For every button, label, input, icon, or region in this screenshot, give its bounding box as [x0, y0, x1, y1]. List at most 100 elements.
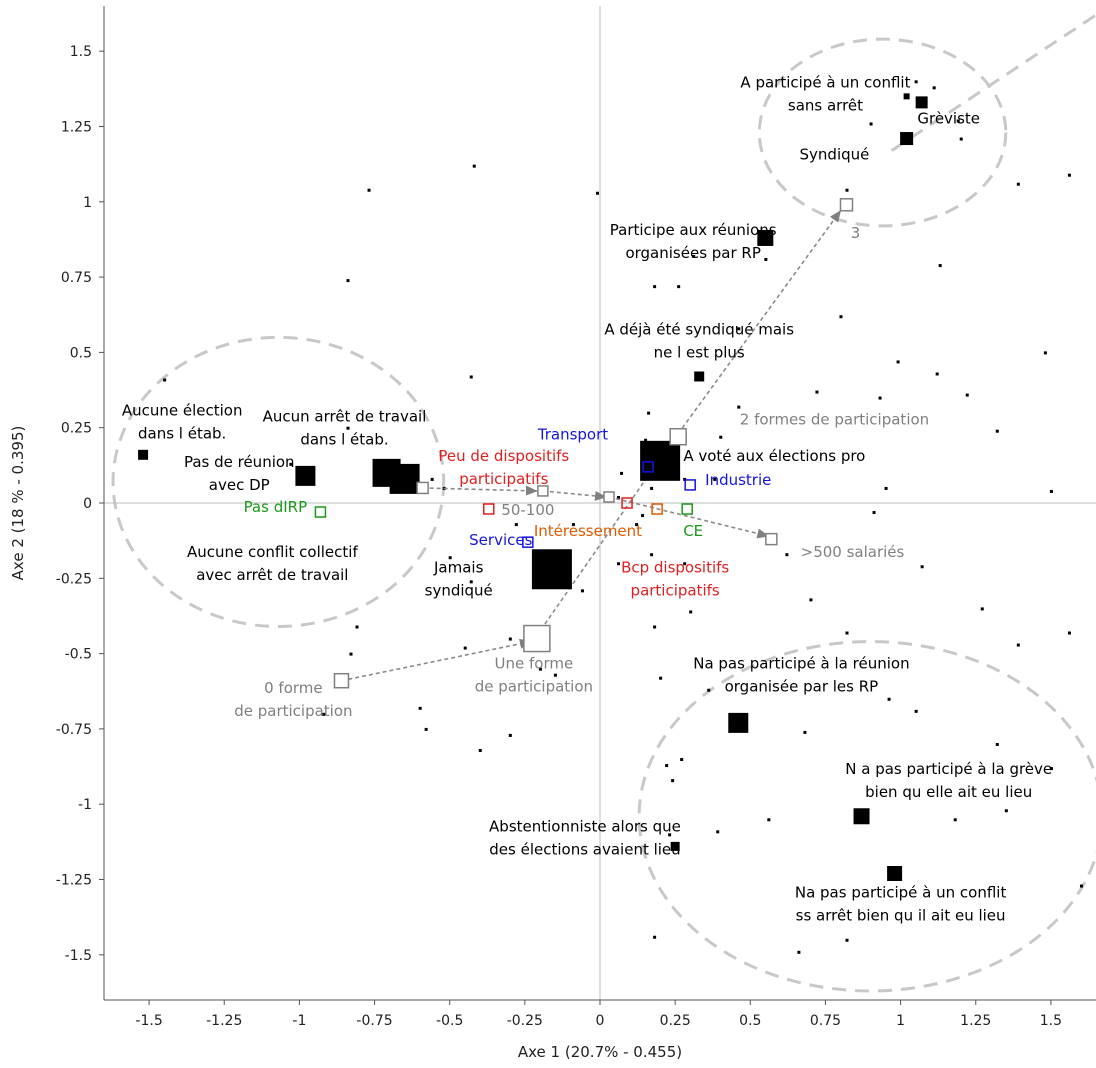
black-point-0 [903, 93, 910, 100]
colored-node-1 [681, 503, 693, 515]
grey-node-1 [523, 624, 551, 653]
point-label-line: Une forme [495, 655, 574, 673]
minor-point-13 [418, 706, 422, 710]
point-label-24: 0 forme de participation [234, 679, 352, 720]
minor-point-42 [1016, 182, 1020, 186]
point-label-13: Peu de dispositifs participatifs [438, 447, 569, 488]
point-label-line: de participation [234, 702, 352, 720]
minor-point-11 [355, 625, 359, 629]
point-label-line: 3 [851, 224, 861, 242]
y-tick-label: 0.5 [70, 345, 92, 361]
point-label-line: Syndiqué [800, 146, 870, 164]
point-label-3: 3 [851, 224, 861, 242]
black-point-7 [295, 465, 316, 486]
minor-point-0 [163, 378, 167, 382]
minor-point-35 [839, 315, 843, 319]
black-point-13 [887, 865, 903, 881]
cluster-circle-0 [757, 37, 1008, 228]
y-tick-label: -0.75 [56, 722, 92, 738]
y-axis-title: Axe 2 (18 % - 0.395) [9, 426, 27, 581]
minor-point-36 [845, 188, 849, 192]
minor-point-78 [680, 758, 684, 762]
y-tick-label: -1.25 [56, 873, 92, 889]
minor-point-50 [884, 486, 888, 490]
minor-point-71 [803, 730, 807, 734]
point-label-line: Aucune élection [122, 402, 243, 420]
black-point-14 [670, 841, 680, 851]
minor-point-53 [872, 511, 876, 515]
minor-point-48 [1043, 351, 1047, 355]
grey-nodes [333, 198, 854, 689]
minor-point-76 [845, 938, 849, 942]
point-label-line: ss arrêt bien qu il ait eu lieu [796, 907, 1006, 925]
minor-point-70 [809, 598, 813, 602]
point-label-line: organisées par RP [625, 244, 760, 262]
point-label-line: avec arrêt de travail [196, 566, 348, 584]
minor-point-52 [896, 360, 900, 364]
point-label-line: Services [469, 531, 532, 549]
minor-point-49 [1049, 489, 1053, 493]
minor-point-63 [1079, 884, 1083, 888]
point-label-2: Syndiqué [800, 146, 870, 164]
minor-point-45 [938, 264, 942, 268]
minor-point-22 [641, 514, 645, 518]
minor-point-84 [653, 285, 657, 289]
minor-point-86 [692, 255, 696, 259]
minor-point-24 [650, 553, 654, 557]
minor-point-23 [644, 438, 648, 442]
minor-point-82 [689, 610, 693, 614]
colored-node-0 [314, 506, 327, 518]
black-point-10 [531, 549, 572, 590]
grey-node-3 [839, 198, 854, 212]
point-label-line: >500 salariés [801, 543, 905, 561]
point-label-line: A voté aux élections pro [683, 447, 865, 465]
x-tick-label: -1.5 [135, 1013, 162, 1029]
minor-point-30 [595, 191, 599, 195]
point-label-line: Participe aux réunions [610, 221, 777, 239]
x-tick-label: -0.5 [436, 1013, 463, 1029]
colored-node-5 [483, 503, 495, 515]
minor-point-74 [659, 676, 663, 680]
point-label-4: Participe aux réunions organisées par RP [610, 221, 777, 262]
point-label-line: Abstentionniste alors que [489, 817, 681, 835]
x-tick-label: -0.25 [507, 1013, 543, 1029]
minor-point-20 [571, 523, 575, 527]
point-label-15: 50-100 [501, 501, 554, 519]
point-label-9: Industrie [705, 471, 771, 489]
minor-point-17 [538, 667, 542, 671]
black-points [138, 93, 928, 881]
minor-point-89 [620, 471, 624, 475]
point-label-26: N a pas participé à la grève bien qu elle… [845, 760, 1052, 801]
grey-node-4 [416, 481, 429, 495]
x-tick-label: -1.25 [206, 1013, 242, 1029]
point-label-line: 2 formes de participation [740, 411, 929, 429]
point-label-line: Aucun arrêt de travail [263, 408, 427, 426]
cluster-circles [111, 13, 1096, 993]
black-point-4 [694, 371, 705, 382]
minor-point-83 [785, 553, 789, 557]
y-tick-label: 0 [83, 496, 92, 512]
minor-point-10 [469, 580, 473, 584]
x-tick-label: -0.75 [356, 1013, 392, 1029]
minor-point-18 [553, 673, 557, 677]
x-axis-title: Axe 1 (20.7% - 0.455) [518, 1043, 682, 1061]
point-label-line: avec DP [209, 476, 270, 494]
point-label-27: Abstentionniste alors que des élections a… [489, 817, 681, 858]
minor-point-44 [878, 396, 882, 400]
trajectory-arrow-2 [677, 210, 842, 435]
grey-node-0 [333, 672, 350, 689]
minor-point-87 [650, 486, 654, 490]
y-tick-label: 0.75 [61, 270, 92, 286]
minor-point-33 [764, 258, 768, 262]
y-tick-label: 0.25 [61, 421, 92, 437]
minor-point-12 [349, 652, 353, 656]
point-label-line: Aucune conflit collectif [187, 543, 359, 561]
point-label-line: dans l étab. [300, 431, 388, 449]
point-label-10: Aucune élection dans l étab. [122, 402, 243, 443]
minor-point-51 [935, 372, 939, 376]
minor-point-91 [463, 646, 467, 650]
minor-point-46 [965, 393, 969, 397]
minor-point-19 [514, 523, 518, 527]
x-tick-label: 1 [896, 1013, 905, 1029]
minor-point-32 [737, 327, 741, 331]
